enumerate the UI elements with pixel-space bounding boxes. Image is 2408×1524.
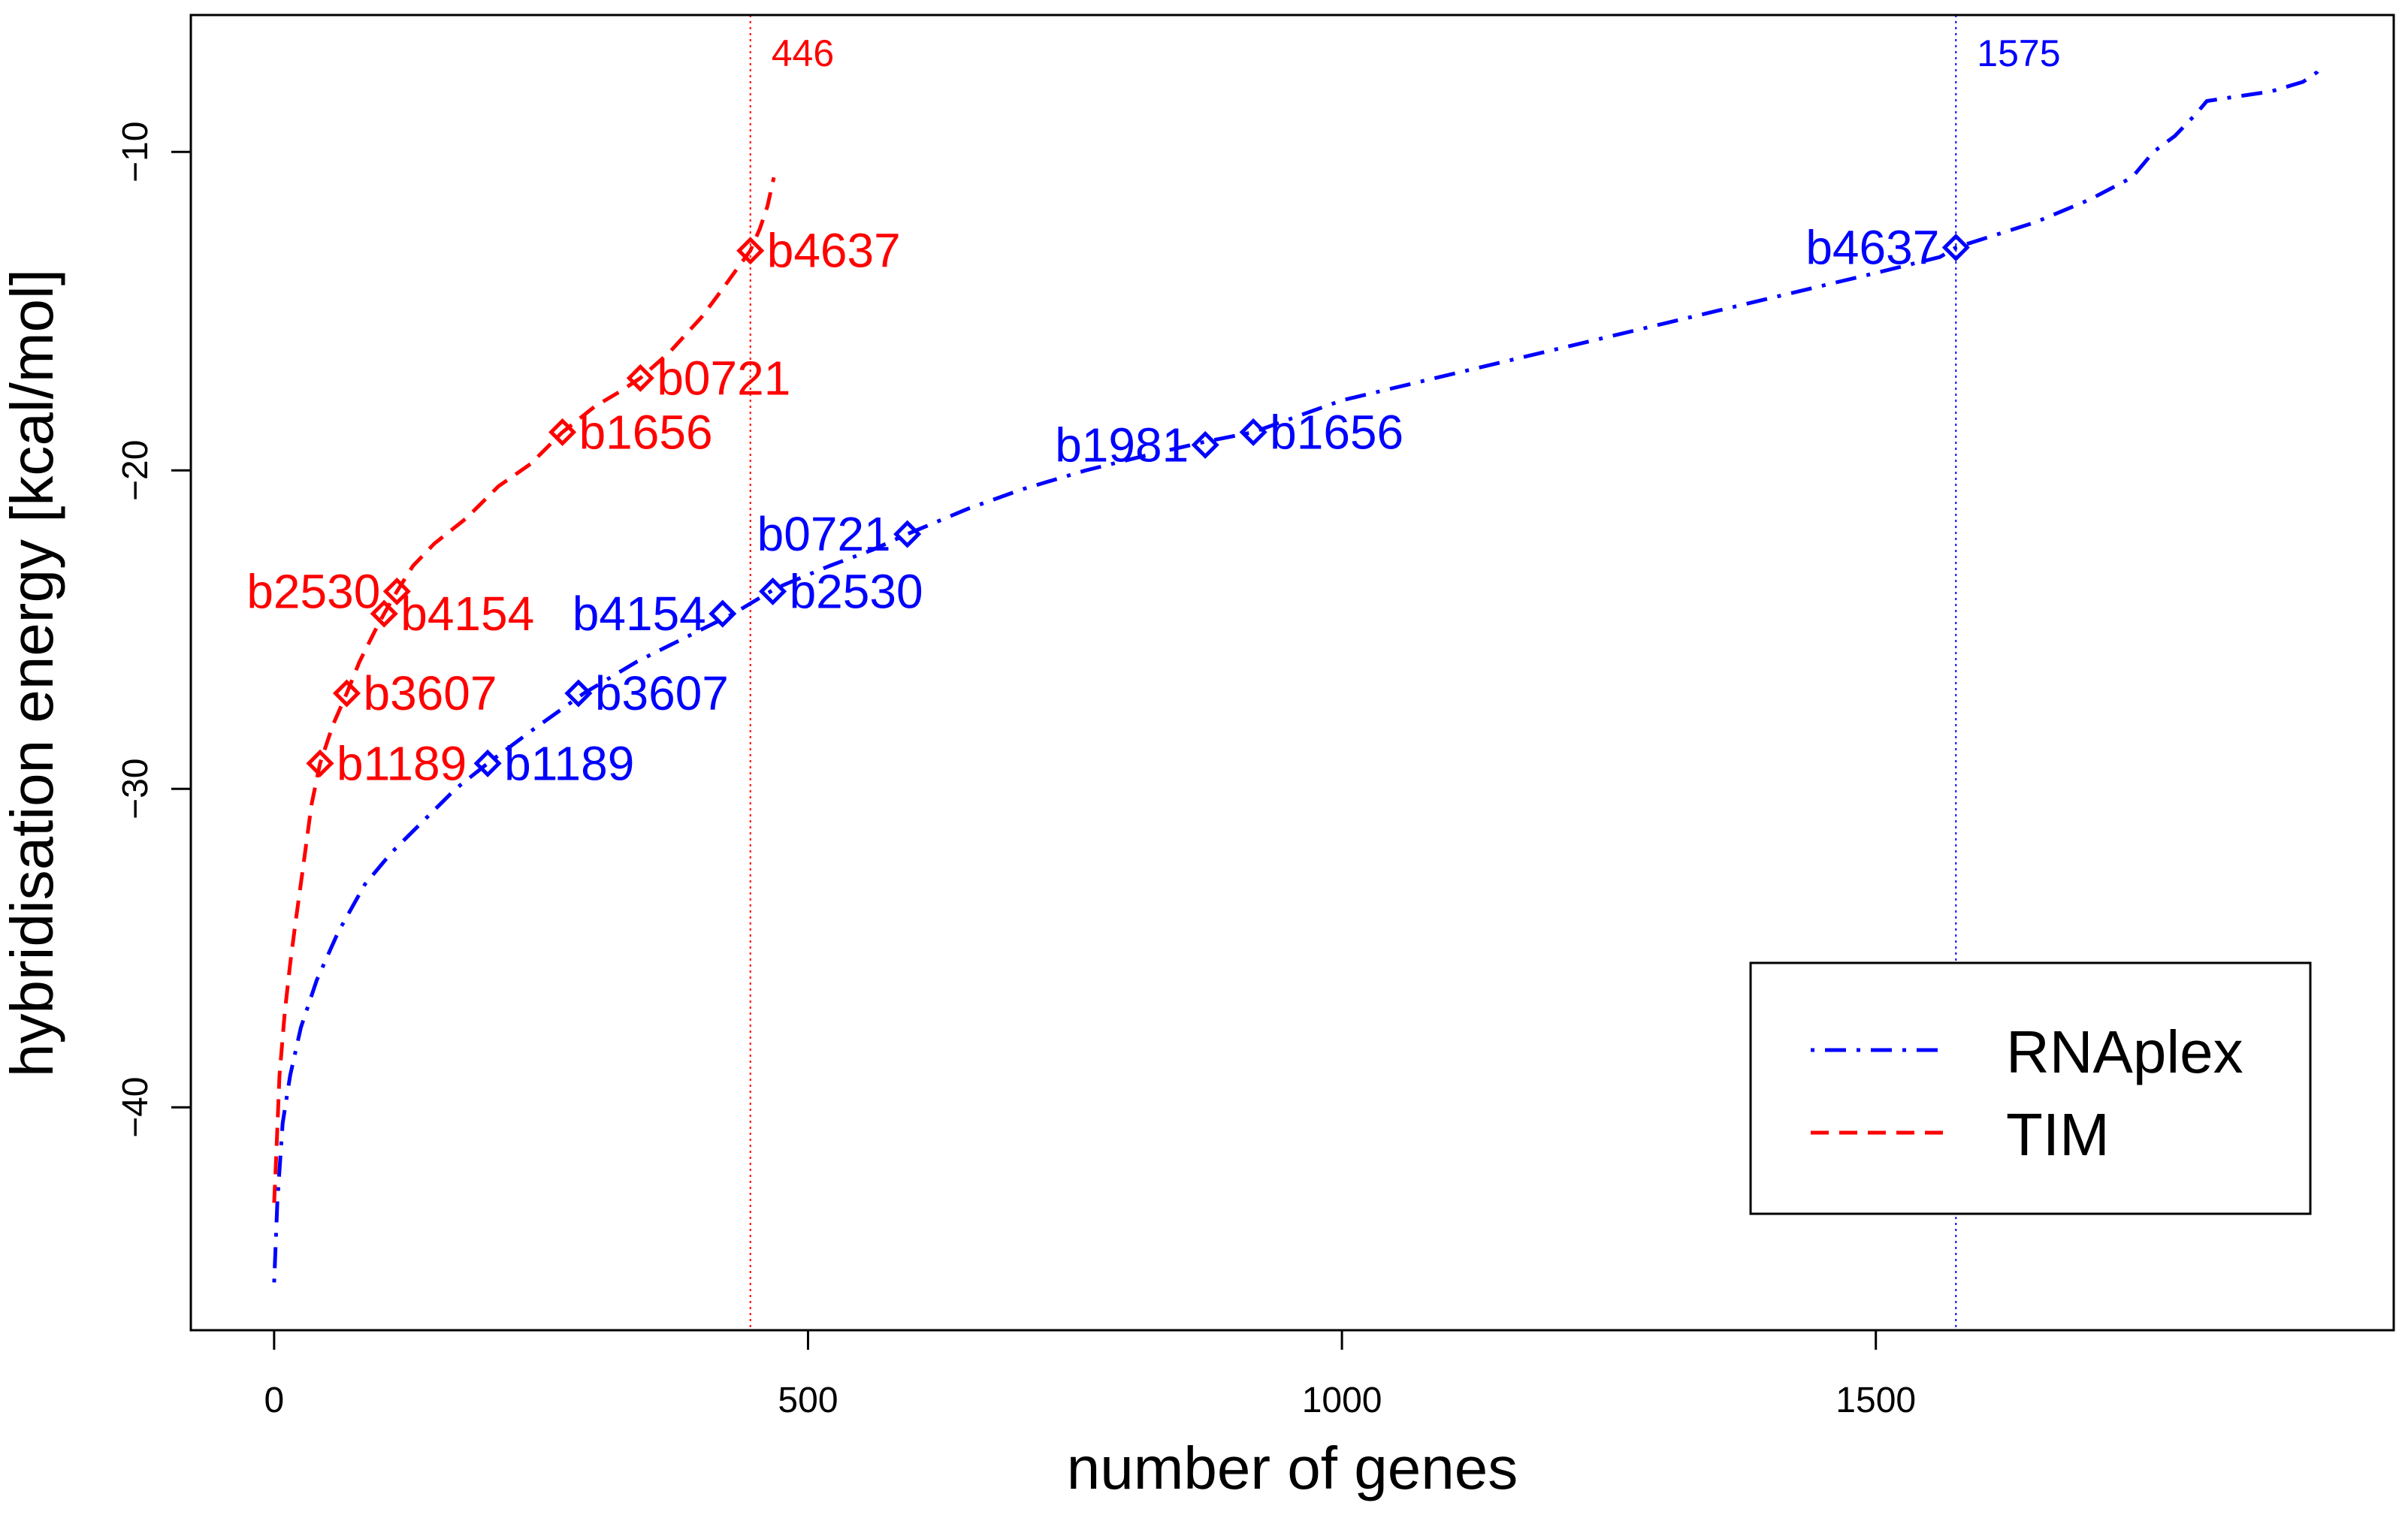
- annotation-label-rnaplex-b1656: b1656: [1270, 405, 1403, 459]
- legend-label-tim: TIM: [2006, 1101, 2110, 1168]
- marker-tim-b0721: [626, 364, 654, 392]
- annotation-label-rnaplex-b0721: b0721: [757, 507, 891, 561]
- annotation-label-tim-b3607: b3607: [363, 666, 497, 720]
- x-tick-label-0: 0: [264, 1381, 285, 1420]
- marker-rnaplex-b3607: [564, 679, 593, 708]
- legend-label-rnaplex: RNAplex: [2006, 1019, 2243, 1085]
- annotation-label-tim-b2530: b2530: [246, 564, 380, 618]
- y-axis-label: hybridisation energy [kcal/mol]: [0, 269, 65, 1077]
- vertical-reference-lines: 446 1575: [749, 15, 2061, 1330]
- x-tick-label-1000: 1000: [1302, 1381, 1382, 1420]
- annotation-label-tim-b4154: b4154: [400, 587, 534, 641]
- x-tick-label-1500: 1500: [1835, 1381, 1916, 1420]
- series-line-rnaplex: [272, 62, 2324, 1283]
- marker-tim-b2530: [382, 577, 411, 605]
- y-tick-label--10: −10: [116, 122, 156, 183]
- annotation-label-rnaplex-b3607: b3607: [595, 666, 729, 720]
- marker-rnaplex-b4154: [709, 599, 737, 628]
- marker-tim-b1656: [548, 418, 577, 446]
- y-tick-label--40: −40: [116, 1077, 156, 1138]
- marker-tim-b1189: [306, 749, 334, 777]
- annotation-label-tim-b4637: b4637: [767, 224, 901, 278]
- annotation-label-rnaplex-b4637: b4637: [1805, 220, 1939, 274]
- annotation-label-rnaplex-b1189: b1189: [504, 736, 634, 790]
- annotation-label-tim-b0721: b0721: [657, 351, 790, 405]
- annotation-label-rnaplex-b4154: b4154: [573, 587, 706, 641]
- marker-rnaplex-b0721: [893, 520, 922, 548]
- y-tick-label--30: −30: [116, 759, 156, 819]
- series-lines: [272, 62, 2324, 1283]
- marker-rnaplex-b1656: [1239, 418, 1267, 446]
- series-line-tim: [272, 177, 776, 1203]
- legend: RNAplex TIM: [1749, 961, 2312, 1215]
- marker-tim-b3607: [332, 679, 361, 708]
- marker-rnaplex-b1981: [1191, 430, 1219, 459]
- marker-tim-b4154: [370, 599, 398, 628]
- vline-label-1575: 1575: [1977, 32, 2060, 74]
- x-axis-label: number of genes: [1067, 1435, 1518, 1501]
- annotation-label-tim-b1656: b1656: [579, 405, 713, 459]
- y-tick-label--20: −20: [116, 440, 156, 501]
- marker-rnaplex-b2530: [759, 577, 787, 605]
- marker-rnaplex-b4637: [1941, 233, 1970, 262]
- annotation-label-rnaplex-b2530: b2530: [790, 564, 923, 618]
- axes: 0 500 1000 1500 −40 −30 −20 −10: [116, 122, 1916, 1420]
- annotation-label-rnaplex-b1981: b1981: [1055, 418, 1189, 472]
- vline-label-446: 446: [772, 32, 834, 74]
- legend-box: [1749, 961, 2312, 1215]
- x-tick-label-500: 500: [778, 1381, 838, 1420]
- marker-rnaplex-b1189: [473, 749, 502, 777]
- annotation-label-tim-b1189: b1189: [337, 736, 467, 790]
- marker-tim-b4637: [736, 237, 765, 265]
